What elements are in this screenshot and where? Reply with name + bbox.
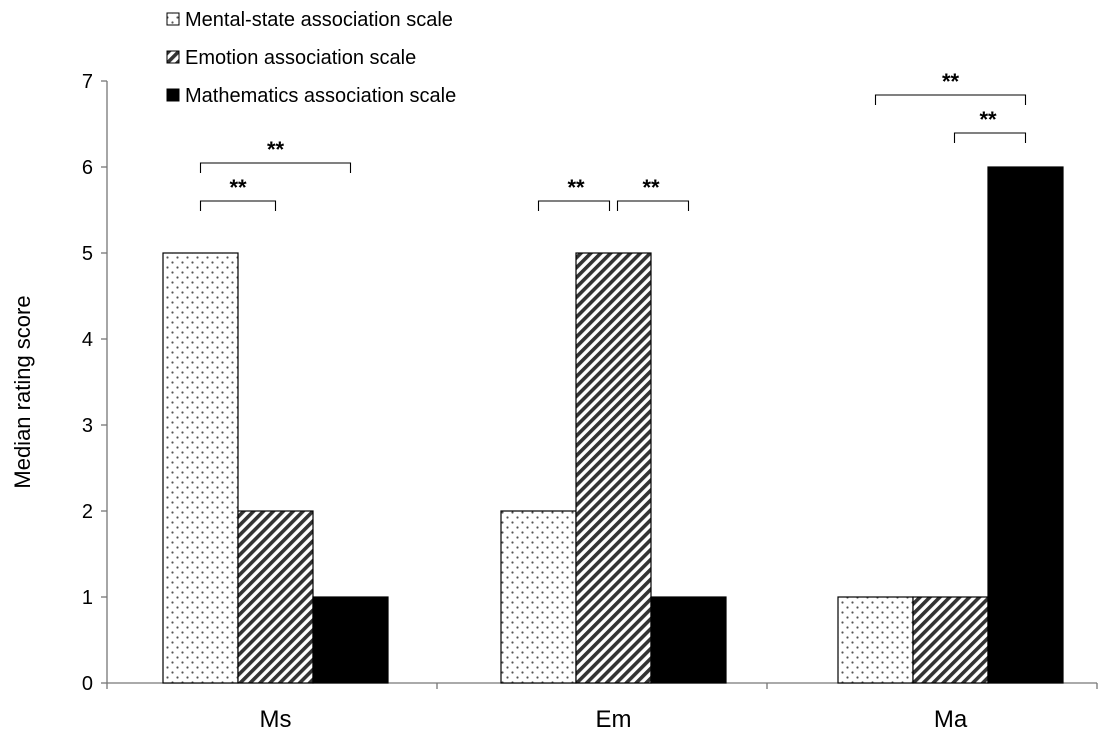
bar	[500, 510, 577, 684]
bar	[650, 596, 727, 684]
y-tick-label: 6	[82, 157, 93, 179]
y-tick-label: 7	[82, 71, 93, 93]
x-category-label: Ms	[260, 706, 292, 730]
significance-label: **	[942, 69, 960, 94]
y-tick-label: 2	[82, 501, 93, 523]
significance-bracket	[874, 94, 1027, 105]
significance-label: **	[267, 137, 285, 162]
legend-swatch	[166, 88, 180, 102]
legend: Mental-state association scale Emotion as…	[166, 9, 456, 107]
bar	[575, 252, 652, 684]
significance-brackets: ** ** ** ** ** **	[199, 69, 1027, 211]
significance-bracket	[199, 162, 352, 173]
y-tick-label: 4	[82, 329, 93, 351]
legend-swatch	[166, 12, 180, 26]
significance-label: **	[642, 175, 660, 200]
y-tick-label: 0	[82, 673, 93, 695]
legend-label: Mathematics association scale	[185, 85, 456, 107]
significance-label: **	[979, 107, 997, 132]
x-category-label: Em	[596, 706, 632, 730]
significance-label: **	[229, 175, 247, 200]
x-axis: Ms Em Ma	[106, 682, 1098, 730]
bar	[837, 596, 914, 684]
bar	[912, 596, 989, 684]
y-tick-label: 3	[82, 415, 93, 437]
x-category-label: Ma	[934, 706, 968, 730]
bars	[162, 166, 1064, 684]
y-axis: 0 1 2 3 4 5 6 7 Median rating score	[10, 71, 108, 695]
bar	[162, 252, 239, 684]
y-axis-title: Median rating score	[10, 295, 35, 488]
y-tick-label: 5	[82, 243, 93, 265]
legend-swatch	[166, 50, 180, 64]
significance-label: **	[567, 175, 585, 200]
significance-bracket	[616, 200, 690, 211]
legend-label: Emotion association scale	[185, 47, 416, 69]
bar	[237, 510, 314, 684]
y-tick-label: 1	[82, 587, 93, 609]
bar	[312, 596, 389, 684]
significance-bracket	[537, 200, 611, 211]
significance-bracket	[199, 200, 277, 211]
bar	[987, 166, 1064, 684]
significance-bracket	[953, 132, 1027, 143]
legend-label: Mental-state association scale	[185, 9, 453, 31]
